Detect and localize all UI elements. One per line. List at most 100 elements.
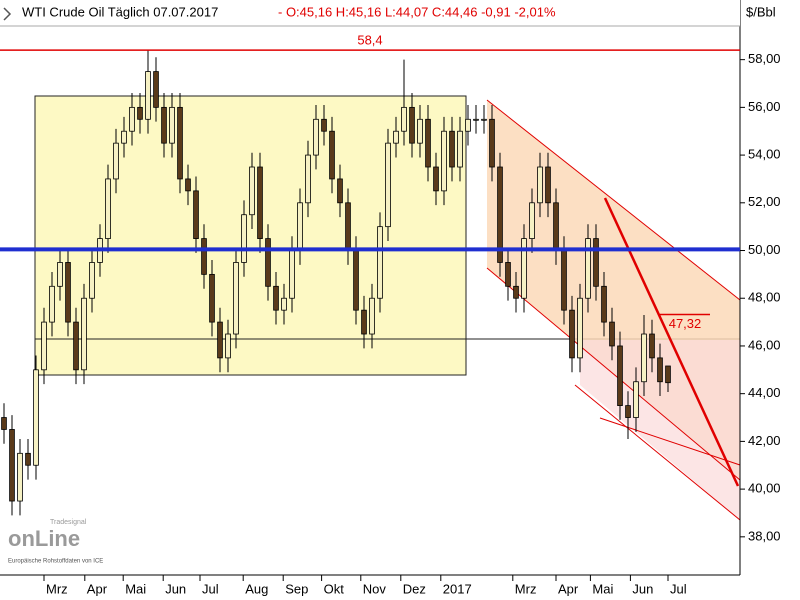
candle-body	[353, 250, 359, 311]
x-tick-label: Nov	[363, 581, 387, 596]
candle-body	[1, 417, 7, 430]
candle-body	[185, 178, 191, 192]
level-label: 58,4	[357, 33, 382, 48]
candle-body	[305, 154, 311, 204]
y-tick-label: 56,00	[748, 99, 781, 114]
y-tick-label: 46,00	[748, 337, 781, 352]
y-tick-label: 52,00	[748, 194, 781, 209]
y-tick-label: 58,00	[748, 51, 781, 66]
candle-body	[497, 166, 503, 263]
candle-body	[369, 297, 375, 335]
candle-body	[233, 262, 239, 335]
x-tick-label: Aug	[245, 581, 268, 596]
x-tick-label: Jun	[165, 581, 186, 596]
chart-subtitle: - O:45,16 H:45,16 L:44,07 C:44,46 -0,91 …	[278, 4, 556, 19]
x-tick-label: Dez	[403, 581, 426, 596]
candle-body	[145, 71, 151, 120]
candle-body	[177, 106, 183, 180]
candle-body	[529, 202, 535, 239]
candle-body	[153, 71, 159, 108]
candle-body	[289, 250, 295, 299]
x-tick-label: Jun	[632, 581, 653, 596]
candle-body	[505, 262, 511, 287]
candle-body	[625, 405, 631, 418]
candle-body	[649, 333, 655, 359]
candle-body	[137, 106, 143, 120]
trend-line	[603, 197, 740, 487]
candle-body	[593, 238, 599, 287]
x-tick-label: Apr	[558, 581, 579, 596]
candle-body	[17, 452, 23, 502]
source: Europäische Rohstoffdaten von ICE	[8, 559, 103, 565]
candle-body	[249, 166, 255, 216]
x-tick-label: Okt	[324, 581, 345, 596]
x-tick-label: Mai	[125, 581, 146, 596]
y-tick-label: 40,00	[748, 481, 781, 496]
candle-body	[409, 106, 415, 144]
candle-body	[273, 285, 279, 311]
candle-body	[265, 238, 271, 287]
candle-body	[433, 166, 439, 192]
candle-body	[217, 321, 223, 359]
candle-body	[313, 118, 319, 156]
candle-body	[521, 238, 527, 299]
candle-body	[65, 262, 71, 323]
candle-body	[361, 309, 367, 335]
y-tick-label: 48,00	[748, 290, 781, 305]
candle-body	[657, 357, 663, 383]
candle-body	[201, 238, 207, 275]
x-tick-label: Mai	[592, 581, 613, 596]
candle-body	[193, 190, 199, 239]
candle-body	[473, 118, 479, 121]
x-tick-label: 2017	[443, 581, 472, 596]
logo-tag: Tradesignal	[50, 519, 87, 526]
x-tick-label: Mrz	[515, 581, 537, 596]
candle-body	[585, 238, 591, 299]
candle-body	[553, 202, 559, 251]
candle-body	[89, 262, 95, 299]
candle-body	[113, 142, 119, 180]
channel-lines	[486, 99, 741, 521]
candle-body	[441, 130, 447, 192]
candle-body	[417, 118, 423, 144]
candle-body	[41, 321, 47, 371]
candle-body	[33, 369, 39, 466]
candle-body	[121, 130, 127, 144]
candle-body	[385, 142, 391, 228]
candle-body	[393, 130, 399, 144]
candle-body	[337, 178, 343, 204]
candle-body	[25, 452, 31, 466]
candle-body	[545, 166, 551, 204]
candle-body	[225, 333, 231, 359]
candle-body	[169, 106, 175, 144]
candle-body	[297, 202, 303, 251]
candle-body	[377, 226, 383, 299]
candle-body	[401, 106, 407, 132]
candle-body	[81, 297, 87, 371]
candle-body	[449, 130, 455, 168]
candle-body	[641, 333, 647, 383]
candle-body	[321, 118, 327, 132]
candle-body	[9, 429, 15, 502]
y-tick-label: 42,00	[748, 433, 781, 448]
candle-body	[209, 273, 215, 323]
y-tick-label: 50,00	[748, 242, 781, 257]
x-tick-label: Mrz	[46, 581, 68, 596]
x-tick-label: Apr	[87, 581, 108, 596]
candle-body	[609, 321, 615, 347]
candle-body	[257, 166, 263, 239]
candle-body	[665, 365, 671, 384]
y-tick-label: 38,00	[748, 528, 781, 543]
candle-body	[329, 130, 335, 180]
y-tick-label: 44,00	[748, 385, 781, 400]
candle-body	[489, 118, 495, 168]
candle-body	[161, 106, 167, 144]
logo: onLine	[8, 526, 80, 551]
candle-body	[457, 130, 463, 168]
candle-body	[569, 309, 575, 359]
candle-body	[57, 262, 63, 287]
x-tick-label: Sep	[285, 581, 308, 596]
x-tick-label: Jul	[670, 581, 687, 596]
header-bg	[0, 0, 740, 26]
candle-body	[105, 178, 111, 239]
